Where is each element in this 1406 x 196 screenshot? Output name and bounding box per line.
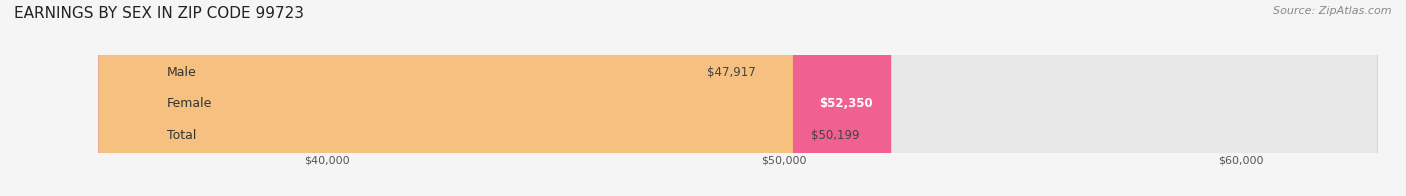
Text: Male: Male bbox=[167, 66, 197, 79]
FancyBboxPatch shape bbox=[98, 0, 1378, 196]
Text: Total: Total bbox=[167, 129, 197, 142]
Text: Female: Female bbox=[167, 97, 212, 110]
FancyBboxPatch shape bbox=[98, 0, 1378, 196]
Text: $52,350: $52,350 bbox=[820, 97, 873, 110]
Text: EARNINGS BY SEX IN ZIP CODE 99723: EARNINGS BY SEX IN ZIP CODE 99723 bbox=[14, 6, 304, 21]
FancyBboxPatch shape bbox=[98, 0, 1378, 196]
Text: $47,917: $47,917 bbox=[707, 66, 755, 79]
Text: $50,199: $50,199 bbox=[811, 129, 859, 142]
Text: Source: ZipAtlas.com: Source: ZipAtlas.com bbox=[1274, 6, 1392, 16]
FancyBboxPatch shape bbox=[98, 0, 891, 196]
FancyBboxPatch shape bbox=[98, 0, 793, 196]
FancyBboxPatch shape bbox=[98, 0, 689, 196]
